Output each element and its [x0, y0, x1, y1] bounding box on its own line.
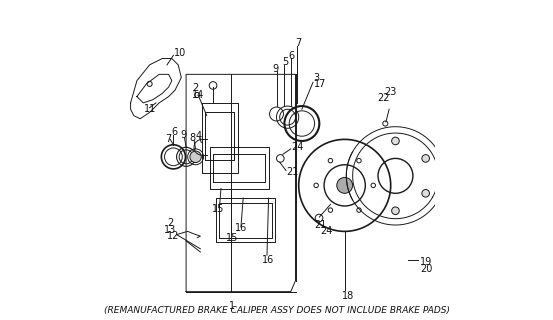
Text: 1: 1 — [229, 301, 235, 311]
Text: 5: 5 — [282, 57, 289, 67]
Text: 7: 7 — [165, 134, 171, 144]
Text: 22: 22 — [377, 93, 390, 103]
Text: 15: 15 — [226, 233, 238, 243]
Text: 4: 4 — [196, 131, 202, 140]
Text: 2: 2 — [192, 83, 199, 93]
Text: 2: 2 — [167, 219, 173, 228]
Text: 9: 9 — [180, 130, 186, 140]
Text: 11: 11 — [144, 104, 156, 114]
Text: 21: 21 — [314, 220, 326, 230]
Circle shape — [147, 81, 152, 86]
Circle shape — [422, 155, 430, 162]
Text: 3: 3 — [314, 73, 320, 83]
Circle shape — [328, 208, 333, 212]
Circle shape — [314, 183, 319, 188]
Circle shape — [328, 158, 333, 163]
Text: 8: 8 — [190, 133, 196, 143]
Text: 23: 23 — [384, 87, 397, 97]
Text: 13: 13 — [164, 225, 176, 235]
Text: 15: 15 — [212, 204, 225, 214]
Circle shape — [392, 137, 399, 145]
Text: 20: 20 — [420, 264, 432, 275]
Text: 14: 14 — [192, 90, 205, 100]
Text: 6: 6 — [171, 127, 178, 137]
Text: 21: 21 — [286, 167, 299, 177]
Circle shape — [190, 151, 201, 163]
Text: (REMANUFACTURED BRAKE CALIPER ASSY DOES NOT INCLUDE BRAKE PADS): (REMANUFACTURED BRAKE CALIPER ASSY DOES … — [103, 307, 450, 316]
Circle shape — [357, 208, 361, 212]
Text: 16: 16 — [234, 223, 247, 233]
Text: 7: 7 — [295, 38, 301, 48]
Text: 10: 10 — [174, 48, 186, 58]
Circle shape — [337, 178, 353, 193]
Text: 12: 12 — [167, 231, 179, 241]
Text: 9: 9 — [273, 64, 279, 74]
Text: 19: 19 — [420, 257, 432, 267]
Text: 16: 16 — [262, 255, 274, 265]
Text: 17: 17 — [314, 79, 326, 89]
Circle shape — [371, 183, 375, 188]
Text: 24: 24 — [291, 142, 304, 152]
Circle shape — [357, 158, 361, 163]
Circle shape — [422, 189, 430, 197]
Text: 18: 18 — [342, 291, 354, 301]
Text: 6: 6 — [289, 51, 295, 61]
Circle shape — [195, 92, 200, 98]
Circle shape — [392, 207, 399, 215]
Text: 24: 24 — [320, 226, 333, 236]
